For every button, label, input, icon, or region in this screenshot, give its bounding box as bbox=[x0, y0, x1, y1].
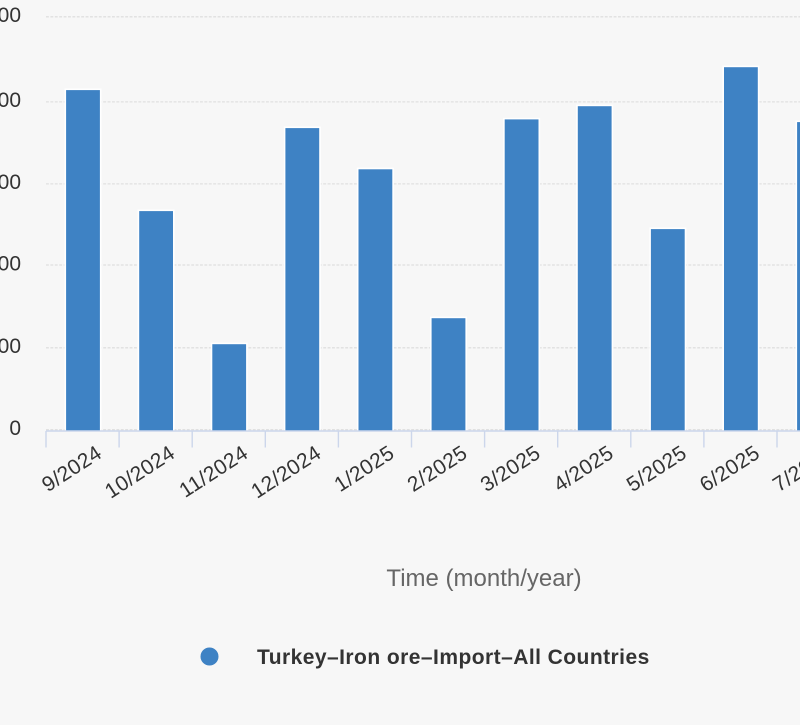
svg-text:00: 00 bbox=[0, 335, 21, 358]
svg-text:5/2025: 5/2025 bbox=[623, 441, 691, 496]
svg-text:00: 00 bbox=[0, 4, 21, 27]
svg-text:4/2025: 4/2025 bbox=[550, 441, 618, 496]
svg-text:00: 00 bbox=[0, 89, 21, 112]
svg-text:11/2024: 11/2024 bbox=[175, 441, 252, 502]
svg-text:Turkey–Iron ore–Import–All Cou: Turkey–Iron ore–Import–All Countries bbox=[257, 646, 650, 669]
svg-text:9/2024: 9/2024 bbox=[38, 441, 106, 496]
svg-text:10/2024: 10/2024 bbox=[101, 441, 179, 503]
svg-text:Time (month/year): Time (month/year) bbox=[386, 565, 581, 592]
svg-text:00: 00 bbox=[0, 252, 21, 275]
svg-text:12/2024: 12/2024 bbox=[247, 441, 325, 503]
svg-text:6/2025: 6/2025 bbox=[696, 441, 764, 496]
svg-text:2/2025: 2/2025 bbox=[403, 441, 471, 496]
svg-text:1/2025: 1/2025 bbox=[330, 441, 398, 496]
svg-text:3/2025: 3/2025 bbox=[477, 441, 545, 496]
svg-text:00: 00 bbox=[0, 171, 21, 194]
svg-text:7/2025: 7/2025 bbox=[769, 441, 800, 496]
svg-text:0: 0 bbox=[9, 417, 21, 440]
